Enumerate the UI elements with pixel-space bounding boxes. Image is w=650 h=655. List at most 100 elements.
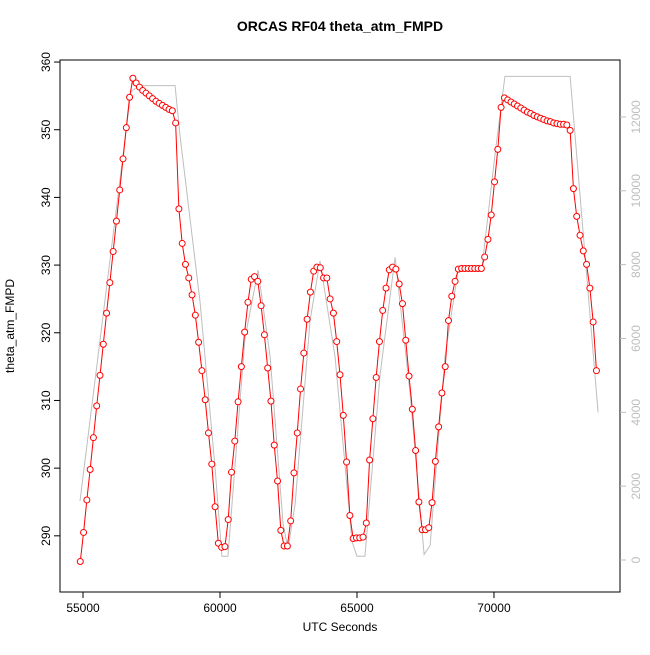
data-point <box>251 273 259 281</box>
data-point <box>339 411 347 419</box>
x-axis-title: UTC Seconds <box>303 620 378 634</box>
data-point <box>270 441 278 449</box>
data-point <box>343 458 351 466</box>
data-point <box>477 264 485 272</box>
data-point <box>96 371 104 379</box>
data-point <box>329 309 337 317</box>
data-point <box>438 389 446 397</box>
data-point <box>569 185 577 193</box>
x-tick-label: 70000 <box>477 601 511 615</box>
data-point <box>80 528 88 536</box>
data-point <box>589 318 597 326</box>
data-point <box>326 295 334 303</box>
data-point <box>116 186 124 194</box>
data-point <box>412 447 420 455</box>
y-tick-label: 340 <box>39 187 53 207</box>
data-point <box>579 247 587 255</box>
data-point <box>431 457 439 465</box>
data-point <box>306 288 314 296</box>
plot-frame <box>59 59 621 593</box>
data-point <box>181 260 189 268</box>
data-point <box>83 496 91 504</box>
y2-tick-label: 0 <box>629 556 643 563</box>
data-point <box>297 385 305 393</box>
data-point <box>323 274 331 282</box>
data-point <box>300 349 308 357</box>
data-point <box>237 363 245 371</box>
data-point <box>336 371 344 379</box>
data-point <box>583 260 591 268</box>
data-point <box>224 516 232 524</box>
data-point <box>487 211 495 219</box>
data-point <box>333 338 341 346</box>
y2-tick-label: 4000 <box>629 399 643 426</box>
y-tick-label: 350 <box>39 119 53 139</box>
data-point <box>448 292 456 300</box>
data-point <box>204 429 212 437</box>
data-point <box>290 469 298 477</box>
series-line <box>79 75 599 557</box>
data-point <box>425 524 433 532</box>
data-point <box>257 302 265 310</box>
data-point <box>362 519 370 527</box>
data-point <box>586 284 594 292</box>
data-point <box>93 402 101 410</box>
data-point <box>228 468 236 476</box>
y-tick-label: 330 <box>39 255 53 275</box>
data-point <box>244 298 252 306</box>
data-point <box>287 517 295 525</box>
data-point <box>398 300 406 308</box>
data-point <box>191 311 199 319</box>
data-point <box>484 235 492 243</box>
data-point <box>122 124 130 132</box>
data-point <box>283 542 291 550</box>
data-point <box>573 212 581 220</box>
x-tick-label: 65000 <box>340 601 374 615</box>
data-point <box>195 338 203 346</box>
y-tick-label: 360 <box>39 52 53 72</box>
data-point <box>481 253 489 261</box>
data-point <box>86 465 94 473</box>
data-point <box>264 364 272 372</box>
data-point <box>592 367 600 375</box>
data-point <box>382 284 390 292</box>
data-point <box>172 119 180 127</box>
data-point <box>402 336 410 344</box>
data-point <box>129 74 137 82</box>
data-point <box>126 93 134 101</box>
y2-tick-label: 6000 <box>629 325 643 352</box>
data-point <box>395 280 403 288</box>
data-point <box>274 477 282 485</box>
data-point <box>211 503 219 511</box>
data-point <box>375 338 383 346</box>
data-point <box>303 315 311 323</box>
data-point <box>576 231 584 239</box>
data-point <box>208 460 216 468</box>
data-point <box>119 155 127 163</box>
y-axis-title: theta_atm_FMPD <box>3 279 17 373</box>
data-point <box>267 397 275 405</box>
x-tick-label: 55000 <box>66 601 100 615</box>
y2-tick-label: 2000 <box>629 472 643 499</box>
data-point <box>185 274 193 282</box>
data-point <box>260 331 268 339</box>
data-point <box>168 107 176 115</box>
data-point <box>241 328 249 336</box>
data-point <box>112 217 120 225</box>
series-line <box>79 76 597 562</box>
data-point <box>99 340 107 348</box>
y-tick-label: 290 <box>39 525 53 545</box>
chart-title: ORCAS RF04 theta_atm_FMPD <box>237 18 443 34</box>
data-point <box>346 512 354 520</box>
data-point <box>198 367 206 375</box>
data-point <box>369 415 377 423</box>
y2-tick-label: 8000 <box>629 251 643 278</box>
data-point <box>277 526 285 534</box>
y-tick-label: 310 <box>39 390 53 410</box>
data-point <box>293 429 301 437</box>
data-point <box>408 405 416 413</box>
data-point <box>435 423 443 431</box>
y2-tick-label: 12000 <box>629 100 643 134</box>
data-point <box>359 533 367 541</box>
